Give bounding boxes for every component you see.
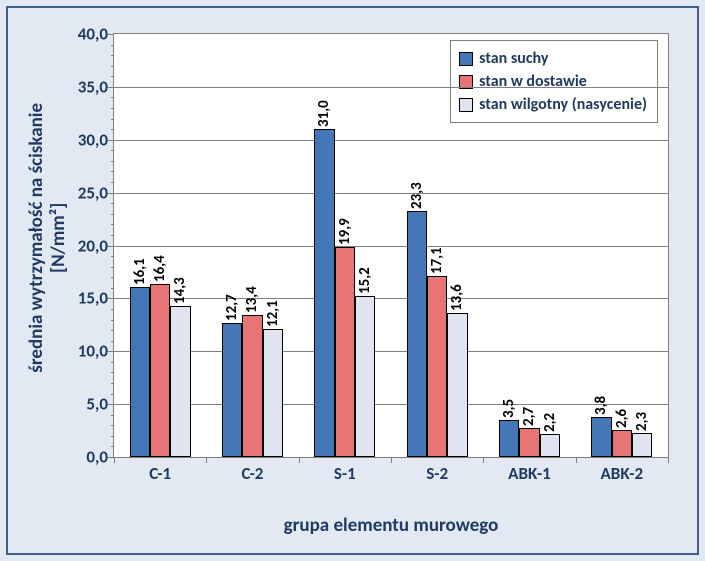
x-tick-label: C-1 — [114, 457, 206, 484]
bar-value-label: 14,3 — [171, 277, 189, 304]
bar: 16,4 — [150, 284, 170, 457]
x-tick — [668, 457, 669, 463]
y-tick-label: 20,0 — [78, 235, 114, 256]
bar-value-label: 19,9 — [336, 218, 354, 245]
bar-value-label: 12,7 — [223, 294, 241, 321]
bar-value-label: 31,0 — [315, 101, 333, 128]
y-tick-label: 0,0 — [86, 447, 114, 468]
bar: 2,2 — [540, 434, 560, 457]
bar: 3,8 — [591, 417, 611, 457]
bar-value-label: 17,1 — [428, 247, 446, 274]
category-group: S-131,019,915,2 — [299, 34, 391, 457]
chart-frame: średnia wytrzymałość na ściskanie [N/mm²… — [6, 6, 699, 555]
x-tick-label: S-1 — [299, 457, 391, 484]
bar: 13,4 — [242, 315, 262, 457]
y-tick-label: 15,0 — [78, 288, 114, 309]
y-axis-title-line2: [N/mm²] — [47, 203, 70, 273]
bar: 23,3 — [407, 211, 427, 457]
bar-value-label: 2,7 — [520, 407, 538, 426]
chart-area: średnia wytrzymałość na ściskanie [N/mm²… — [18, 18, 687, 543]
bar-value-label: 2,2 — [541, 413, 559, 432]
y-axis-title: średnia wytrzymałość na ściskanie [N/mm²… — [28, 18, 68, 458]
bar-value-label: 13,6 — [448, 285, 466, 312]
bar-value-label: 3,8 — [592, 396, 610, 415]
bar: 13,6 — [447, 313, 467, 457]
category-group: C-212,713,412,1 — [206, 34, 298, 457]
bar-value-label: 2,3 — [633, 412, 651, 431]
bar: 14,3 — [170, 306, 190, 457]
bar-value-label: 16,4 — [151, 255, 169, 282]
bar-value-label: 13,4 — [243, 287, 261, 314]
y-tick-label: 5,0 — [86, 394, 114, 415]
bar: 2,3 — [632, 433, 652, 457]
bar: 17,1 — [427, 276, 447, 457]
x-tick-label: C-2 — [206, 457, 298, 484]
y-tick-label: 40,0 — [78, 24, 114, 45]
y-axis-title-line1: średnia wytrzymałość na ściskanie — [25, 103, 48, 373]
y-tick-label: 30,0 — [78, 129, 114, 150]
bar-value-label: 12,1 — [264, 300, 282, 327]
y-tick-label: 35,0 — [78, 76, 114, 97]
bar-value-label: 23,3 — [408, 182, 426, 209]
category-group: C-116,116,414,3 — [114, 34, 206, 457]
bar: 3,5 — [499, 420, 519, 457]
category-group: ABK-23,82,62,3 — [576, 34, 668, 457]
bar-value-label: 3,5 — [500, 399, 518, 418]
bar: 2,7 — [519, 428, 539, 457]
bar: 31,0 — [314, 129, 334, 457]
bar: 12,1 — [263, 329, 283, 457]
y-tick-label: 25,0 — [78, 182, 114, 203]
bar-value-label: 2,6 — [613, 408, 631, 427]
x-tick-label: ABK-2 — [576, 457, 668, 484]
bar: 16,1 — [130, 287, 150, 457]
bar-value-label: 15,2 — [356, 268, 374, 295]
x-tick-label: ABK-1 — [483, 457, 575, 484]
x-axis-title: grupa elementu murowego — [113, 514, 669, 537]
bar: 19,9 — [335, 247, 355, 457]
bar: 2,6 — [612, 430, 632, 457]
bar: 15,2 — [355, 296, 375, 457]
category-group: ABK-13,52,72,2 — [483, 34, 575, 457]
y-tick-label: 10,0 — [78, 341, 114, 362]
bar-value-label: 16,1 — [131, 258, 149, 285]
x-tick-label: S-2 — [391, 457, 483, 484]
bar: 12,7 — [222, 323, 242, 457]
category-group: S-223,317,113,6 — [391, 34, 483, 457]
plot-area: stan suchystan w dostawiestan wilgotny (… — [113, 33, 669, 458]
